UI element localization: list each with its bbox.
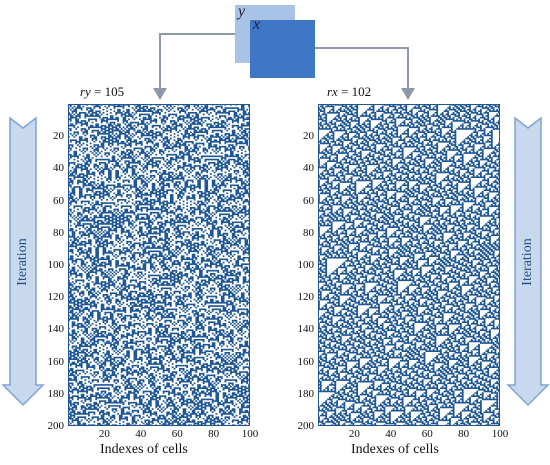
y-tick-label: 100 — [297, 259, 315, 271]
x-tick-label: 20 — [98, 428, 110, 440]
y-tick-label: 120 — [297, 291, 315, 304]
right-panel-title-var: rx — [327, 84, 338, 99]
x-tick-label: 80 — [458, 428, 470, 440]
y-tick-label: 140 — [47, 323, 65, 336]
y-tick-label: 200 — [297, 420, 315, 432]
left-panel-title-value: = 105 — [90, 84, 125, 99]
x-tick-label: 40 — [135, 428, 147, 440]
y-tick-label: 160 — [297, 355, 315, 368]
y-tick-label: 40 — [303, 162, 314, 175]
x-square: x — [250, 16, 315, 78]
y-tick-label: 80 — [303, 226, 314, 239]
x-tick-label: 60 — [421, 428, 433, 440]
iteration-arrow-left — [1, 116, 45, 407]
y-tick-label: 100 — [47, 259, 65, 271]
y-tick-label: 140 — [297, 323, 315, 336]
y-square-label: y — [238, 3, 246, 20]
right-x-label: Indexes of cells — [351, 442, 439, 457]
x-tick-label: 60 — [171, 428, 183, 440]
connector-right — [315, 47, 409, 90]
ca-cells — [318, 104, 500, 426]
y-tick-label: 60 — [53, 194, 64, 207]
panel-border — [318, 104, 500, 426]
y-tick-label: 60 — [303, 194, 314, 207]
x-square-label: x — [253, 16, 261, 33]
x-tick-label: 40 — [385, 428, 397, 440]
right-panel-title-value: = 102 — [337, 84, 372, 99]
y-tick-label: 40 — [53, 162, 64, 175]
iteration-arrow-right — [506, 116, 550, 407]
y-tick-label: 200 — [47, 420, 65, 432]
x-tick-label: 100 — [241, 428, 259, 440]
x-tick-label: 80 — [208, 428, 220, 440]
arrowhead-right — [401, 88, 415, 100]
panel-border — [68, 104, 250, 426]
x-tick-label: 20 — [348, 428, 360, 440]
right-panel-title: rx = 102 — [327, 84, 371, 100]
left-x-label: Indexes of cells — [100, 442, 188, 457]
y-tick-label: 80 — [53, 226, 64, 239]
iteration-label-left: Iteration — [15, 238, 30, 286]
ca-cell-pattern — [318, 104, 500, 426]
y-tick-label: 20 — [53, 130, 64, 143]
y-tick-label: 120 — [47, 291, 65, 304]
left-panel-title-var: ry — [80, 84, 91, 99]
ca-cell-pattern — [68, 104, 250, 426]
x-tick-label: 100 — [491, 428, 509, 440]
left-ca-panel — [68, 104, 250, 426]
y-tick-label: 180 — [297, 387, 315, 400]
y-tick-label: 160 — [47, 355, 65, 368]
left-panel-title: ry = 105 — [80, 84, 124, 100]
y-tick-label: 180 — [47, 387, 65, 400]
ca-cells — [68, 104, 250, 426]
y-tick-label: 20 — [303, 130, 314, 143]
right-ca-panel — [318, 104, 500, 426]
connector-left — [159, 33, 235, 90]
arrowhead-left — [153, 88, 167, 100]
iteration-label-right: Iteration — [520, 238, 535, 286]
